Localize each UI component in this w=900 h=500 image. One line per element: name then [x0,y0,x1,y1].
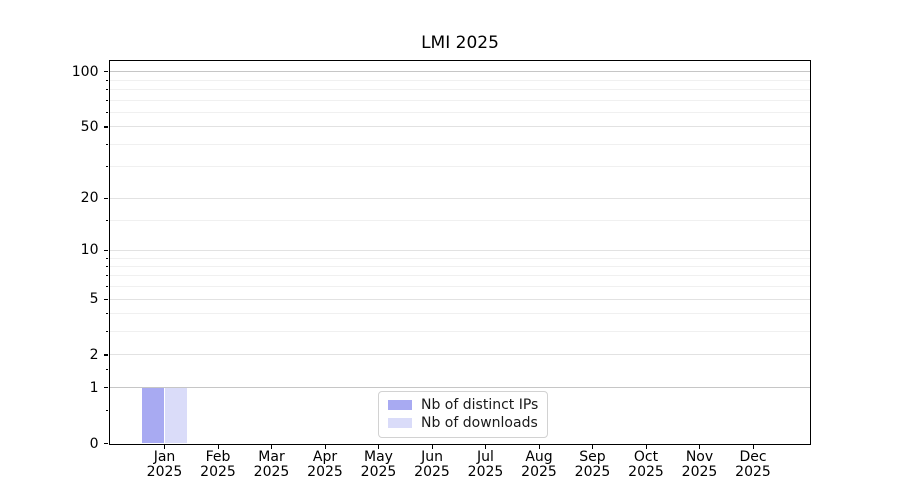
x-tick-label: Feb 2025 [200,448,236,480]
gridline [109,265,810,267]
y-minor-tick [105,99,108,101]
x-tick [592,445,594,449]
x-tick [324,445,326,449]
legend-label: Nb of distinct IPs [421,397,539,413]
legend-label: Nb of downloads [421,415,538,431]
y-tick-label: 2 [89,346,99,363]
x-tick [699,445,701,449]
gridline [109,197,810,199]
y-tick-label: 0 [89,435,99,452]
gridline [109,354,810,356]
y-tick [104,298,108,300]
chart-title: LMI 2025 [421,33,499,53]
y-tick [104,354,108,356]
gridline [109,387,810,389]
gridline [109,79,810,81]
x-tick-label: Jan 2025 [146,448,183,480]
gridline [109,99,810,101]
y-tick [104,126,108,128]
gridline [109,88,810,90]
gridline [109,219,810,221]
y-tick-label: 100 [71,63,99,80]
gridline [109,143,810,145]
y-minor-tick [105,88,108,90]
gridline [109,298,810,300]
y-tick [104,197,108,200]
legend-item: Nb of distinct IPs [388,398,538,412]
legend: Nb of distinct IPs Nb of downloads [378,391,549,438]
x-tick [538,445,540,449]
x-tick-label: Nov 2025 [681,448,718,480]
y-minor-tick [105,79,108,81]
y-minor-tick [105,331,108,333]
y-minor-tick [105,219,108,221]
plot-area: 0 1 2 5 10 20 50 100 Jan 2025 Feb 2025 Mar 2025 Apr… [72,59,811,480]
gridline [109,313,810,315]
gridline [109,275,810,277]
y-minor-tick [105,369,108,371]
legend-item: Nb of downloads [388,416,538,430]
gridline [109,71,810,73]
y-minor-tick [105,257,108,259]
gridline [109,286,810,288]
y-tick-label: 10 [80,242,99,259]
y-tick-label: 50 [80,118,99,135]
gridline [109,257,810,259]
y-minor-tick [105,286,108,288]
x-tick-label: Oct 2025 [628,448,664,480]
legend-swatch-distinct-ips [388,399,412,411]
x-tick-label: Apr 2025 [307,448,343,480]
y-tick [104,443,108,445]
y-tick [104,387,108,389]
y-minor-tick [105,313,108,315]
y-minor-tick [105,275,108,277]
x-tick-label: Mar 2025 [253,448,290,480]
y-minor-tick [105,111,108,113]
x-tick [378,445,380,449]
y-tick-label: 20 [80,190,99,207]
x-tick-label: Sep 2025 [574,448,611,480]
x-tick [271,445,273,449]
y-minor-tick [105,166,108,168]
x-tick [752,445,754,449]
y-minor-tick [105,143,108,145]
y-tick-label: 5 [89,291,99,308]
gridline [109,249,810,251]
bar-distinct-ips [142,387,165,444]
x-tick [431,445,433,449]
y-tick [104,249,108,252]
gridline [109,331,810,333]
y-tick [104,71,108,73]
legend-swatch-downloads [388,417,412,429]
gridline [109,126,810,128]
x-tick [217,445,219,449]
x-tick-label: Dec 2025 [735,448,771,480]
y-minor-tick [105,410,108,412]
x-tick-label: Jun 2025 [414,448,450,480]
x-tick-label: Jul 2025 [467,448,504,480]
x-tick [164,445,166,449]
x-tick-label: May 2025 [360,448,397,480]
x-tick [645,445,647,449]
gridline [109,166,810,168]
y-tick-label: 1 [89,379,99,396]
y-minor-tick [105,265,108,267]
bar-downloads [164,387,187,444]
x-tick [485,445,487,449]
x-tick-label: Aug 2025 [521,448,557,480]
gridline [109,111,810,113]
